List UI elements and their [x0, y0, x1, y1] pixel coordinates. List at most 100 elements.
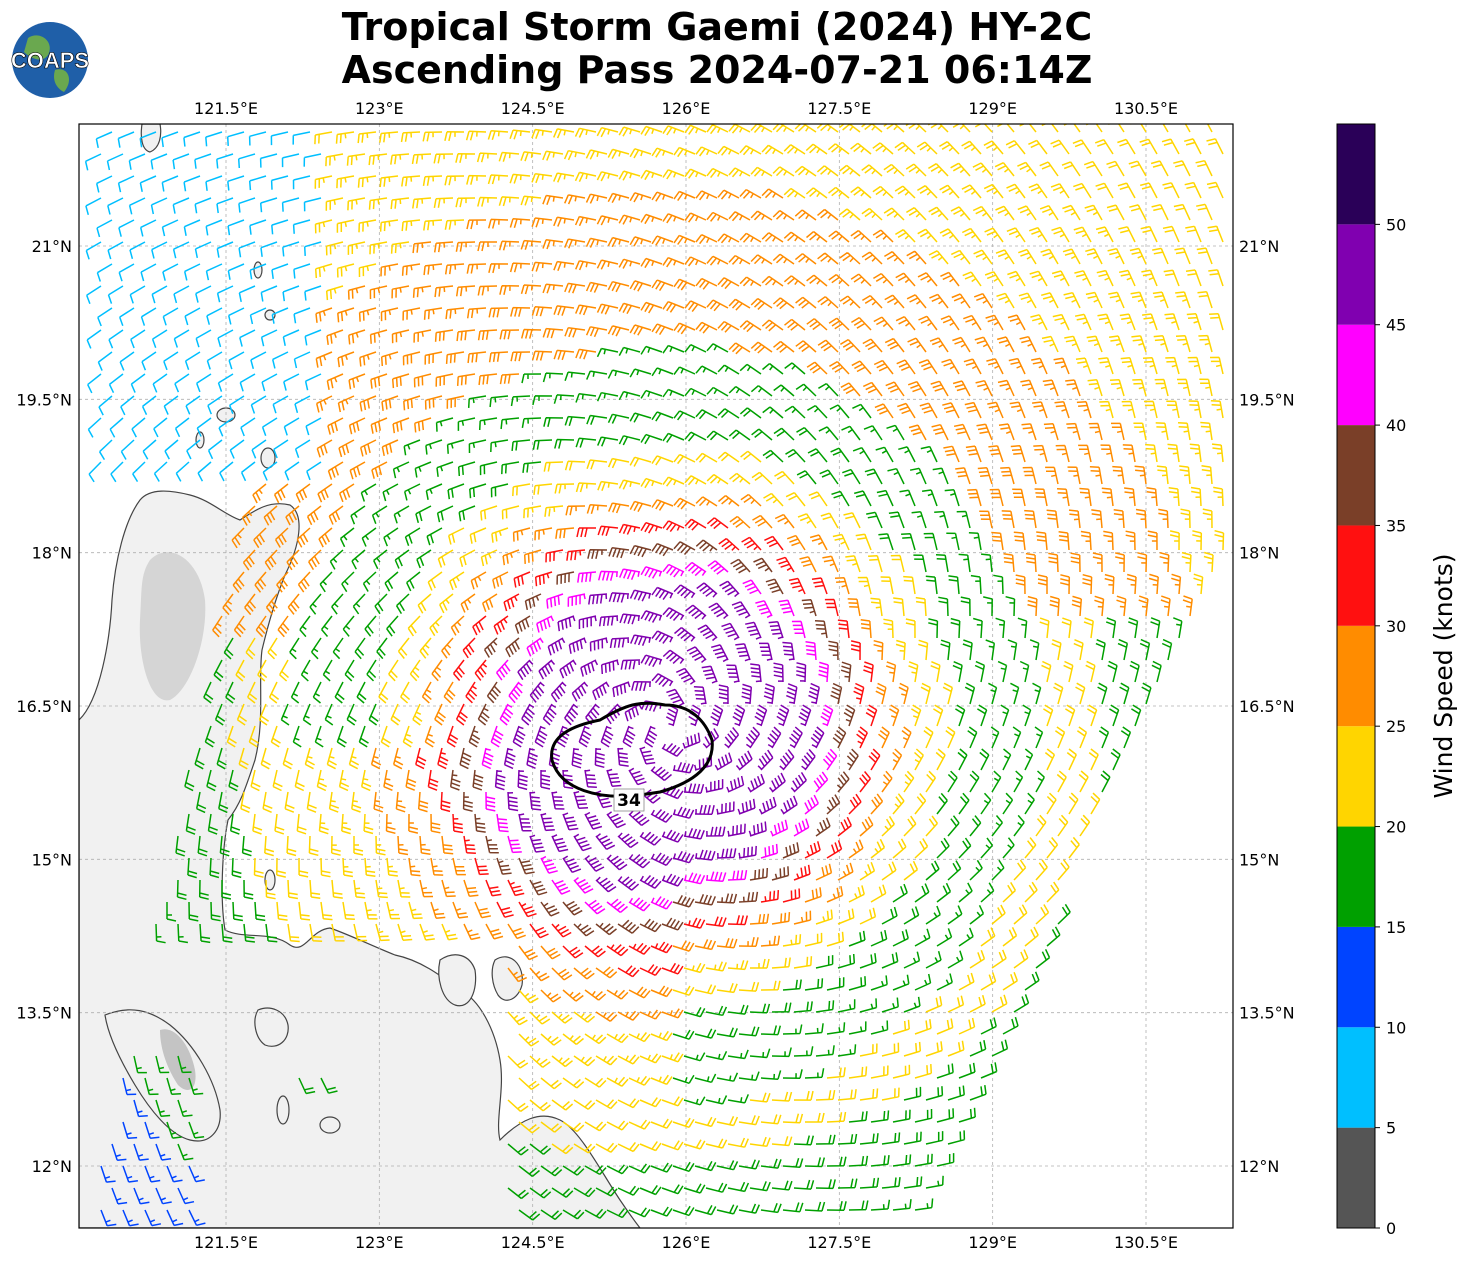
wind-barb — [499, 373, 520, 385]
wind-barb — [826, 1067, 846, 1079]
wind-barb — [740, 450, 762, 463]
wind-barb — [1175, 291, 1191, 309]
wind-barb — [273, 483, 289, 504]
wind-barb — [294, 439, 311, 458]
wind-barb — [1138, 595, 1149, 617]
wind-barb — [1091, 509, 1103, 529]
wind-barb — [492, 571, 509, 589]
wind-barb — [782, 979, 802, 991]
wind-barb — [507, 967, 528, 983]
wind-barb — [557, 615, 576, 632]
wind-barb — [1085, 248, 1103, 265]
wind-barb — [526, 637, 544, 657]
wind-barb — [1002, 882, 1017, 903]
wind-barb — [919, 402, 938, 419]
wind-barb — [140, 263, 157, 282]
wind-barb — [1167, 443, 1180, 463]
wind-barb — [818, 382, 839, 397]
wind-barb — [133, 1187, 150, 1205]
wind-barb — [518, 945, 538, 961]
wind-barb — [510, 351, 531, 362]
wind-barb — [811, 577, 828, 595]
wind-barb — [958, 927, 974, 947]
wind-barb — [783, 275, 806, 287]
wind-barb — [151, 329, 168, 348]
wind-barb — [529, 1143, 552, 1155]
wind-barb — [762, 406, 784, 419]
wind-barb — [721, 622, 740, 641]
wind-barb — [596, 215, 619, 226]
wind-barb — [251, 439, 267, 459]
wind-barb — [347, 285, 366, 300]
wind-barb — [927, 124, 949, 133]
wind-barb — [1064, 335, 1081, 353]
wind-barb — [226, 131, 245, 146]
wind-barb — [465, 681, 478, 704]
wind-barb — [774, 470, 795, 485]
wind-barb — [596, 391, 619, 402]
wind-barb — [207, 395, 223, 415]
wind-barb — [873, 316, 894, 331]
wind-barb — [397, 637, 410, 659]
wind-barb — [585, 281, 608, 293]
wind-barb — [1078, 770, 1089, 793]
wind-barb — [862, 294, 883, 309]
wind-barb — [509, 173, 531, 184]
wind-barb — [694, 1116, 717, 1128]
wind-barb — [304, 285, 322, 301]
wind-barb — [1110, 748, 1121, 771]
wind-barb — [640, 566, 663, 579]
wind-barb — [507, 1143, 529, 1156]
wind-barb — [1061, 161, 1081, 177]
wind-barb — [818, 426, 839, 441]
wind-barb — [609, 637, 630, 649]
wind-barb — [987, 401, 1004, 419]
wind-barb — [881, 906, 898, 925]
wind-barb — [892, 748, 903, 771]
wind-barb — [883, 618, 894, 639]
wind-barb — [391, 373, 410, 389]
wind-barb — [983, 596, 993, 617]
wind-barb — [651, 630, 674, 644]
wind-barb — [188, 1165, 205, 1183]
wind-barb — [1150, 160, 1169, 177]
wind-barb — [1079, 487, 1092, 507]
wind-barb — [828, 273, 850, 287]
wind-barb — [575, 393, 597, 403]
wind-barb — [782, 1157, 804, 1169]
wind-barb — [848, 1155, 869, 1167]
wind-barb — [260, 285, 278, 302]
wind-barb — [786, 534, 806, 551]
wind-barb — [1106, 160, 1125, 177]
wind-barb — [760, 843, 779, 859]
wind-barb — [907, 337, 927, 353]
wind-barb — [617, 1010, 640, 1021]
wind-barb — [771, 1180, 793, 1191]
wind-barb — [319, 571, 333, 593]
wind-barb — [1083, 617, 1094, 639]
wind-barb — [716, 1160, 739, 1171]
wind-barb — [1111, 422, 1125, 441]
wind-barb — [716, 1115, 739, 1127]
wind-barb — [87, 417, 102, 438]
wind-barb — [864, 468, 883, 485]
wind-barb — [1007, 270, 1026, 287]
wind-barb — [334, 681, 345, 704]
wind-barb — [863, 661, 874, 683]
wind-barb — [695, 409, 718, 420]
wind-barb — [466, 219, 487, 230]
wind-barb — [640, 345, 663, 355]
wind-barb — [684, 124, 707, 135]
wind-barb — [338, 483, 355, 503]
wind-barb — [207, 439, 223, 460]
wind-barb — [263, 505, 278, 526]
wind-barb — [260, 241, 278, 257]
wind-barb — [826, 886, 844, 903]
wind-barb — [841, 425, 861, 441]
land — [79, 124, 641, 1228]
wind-barb — [476, 152, 498, 163]
wind-barb — [1000, 466, 1015, 485]
wind-barb — [884, 294, 905, 309]
wind-barb — [186, 439, 201, 460]
wind-barb — [684, 561, 707, 577]
